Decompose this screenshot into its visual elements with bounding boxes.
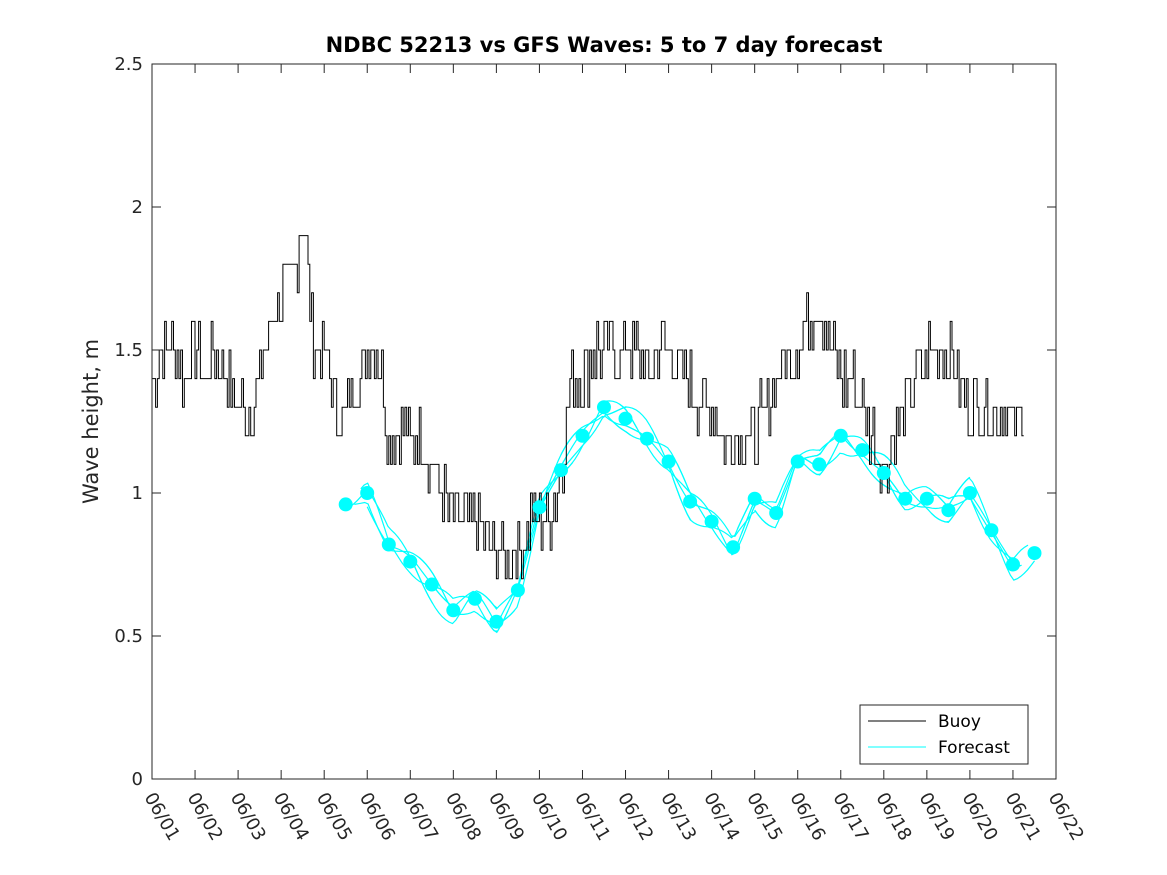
forecast-point (467, 591, 482, 606)
forecast-point (747, 491, 762, 506)
forecast-point (790, 454, 805, 469)
legend-entry-buoy: Buoy (938, 712, 981, 732)
forecast-point (984, 523, 999, 538)
forecast-point (941, 503, 956, 518)
y-axis-label: Wave height, m (79, 339, 103, 504)
forecast-point (726, 540, 741, 555)
forecast-point (489, 614, 504, 629)
plot-area (152, 64, 1056, 779)
forecast-point (424, 577, 439, 592)
forecast-point (554, 463, 568, 478)
forecast-point (661, 454, 676, 469)
forecast-point (338, 497, 353, 512)
legend: Buoy Forecast (859, 704, 1029, 765)
forecast-point (446, 603, 461, 618)
buoy-line (152, 235, 1024, 580)
forecast-point (1027, 546, 1042, 561)
forecast-point (812, 457, 827, 472)
forecast-point (855, 443, 870, 458)
forecast-point (640, 431, 654, 446)
y-tick-label: 1 (132, 483, 143, 504)
y-tick-label: 1.5 (114, 340, 143, 361)
forecast-point (381, 537, 396, 552)
forecast-point (919, 491, 934, 506)
forecast-point (597, 400, 611, 415)
forecast-point (898, 491, 913, 506)
forecast-point (403, 554, 418, 569)
forecast-point (510, 583, 525, 598)
y-tick-label: 0 (132, 769, 143, 790)
legend-box (859, 704, 1029, 765)
forecast-point (1006, 557, 1020, 572)
forecast-point (962, 486, 977, 500)
forecast-series-points (338, 400, 1042, 629)
forecast-point (683, 494, 698, 509)
y-tick-label: 2 (132, 197, 143, 218)
forecast-point (704, 514, 719, 529)
forecast-point (360, 486, 375, 500)
forecast-line (930, 493, 1018, 563)
axes-frame (151, 63, 1057, 780)
y-axis: 0 0.5 1 1.5 2 2.5 (114, 54, 1056, 790)
y-tick-label: 0.5 (114, 626, 143, 647)
forecast-point (575, 428, 590, 443)
y-tick-label: 2.5 (114, 54, 143, 75)
buoy-series (152, 235, 1024, 580)
legend-entry-forecast: Forecast (938, 738, 1010, 758)
forecast-point (876, 466, 891, 480)
forecast-point (769, 506, 784, 520)
forecast-point (833, 428, 848, 443)
forecast-point (618, 411, 633, 426)
forecast-point (532, 500, 547, 515)
chart-title: NDBC 52213 vs GFS Waves: 5 to 7 day fore… (326, 33, 883, 57)
